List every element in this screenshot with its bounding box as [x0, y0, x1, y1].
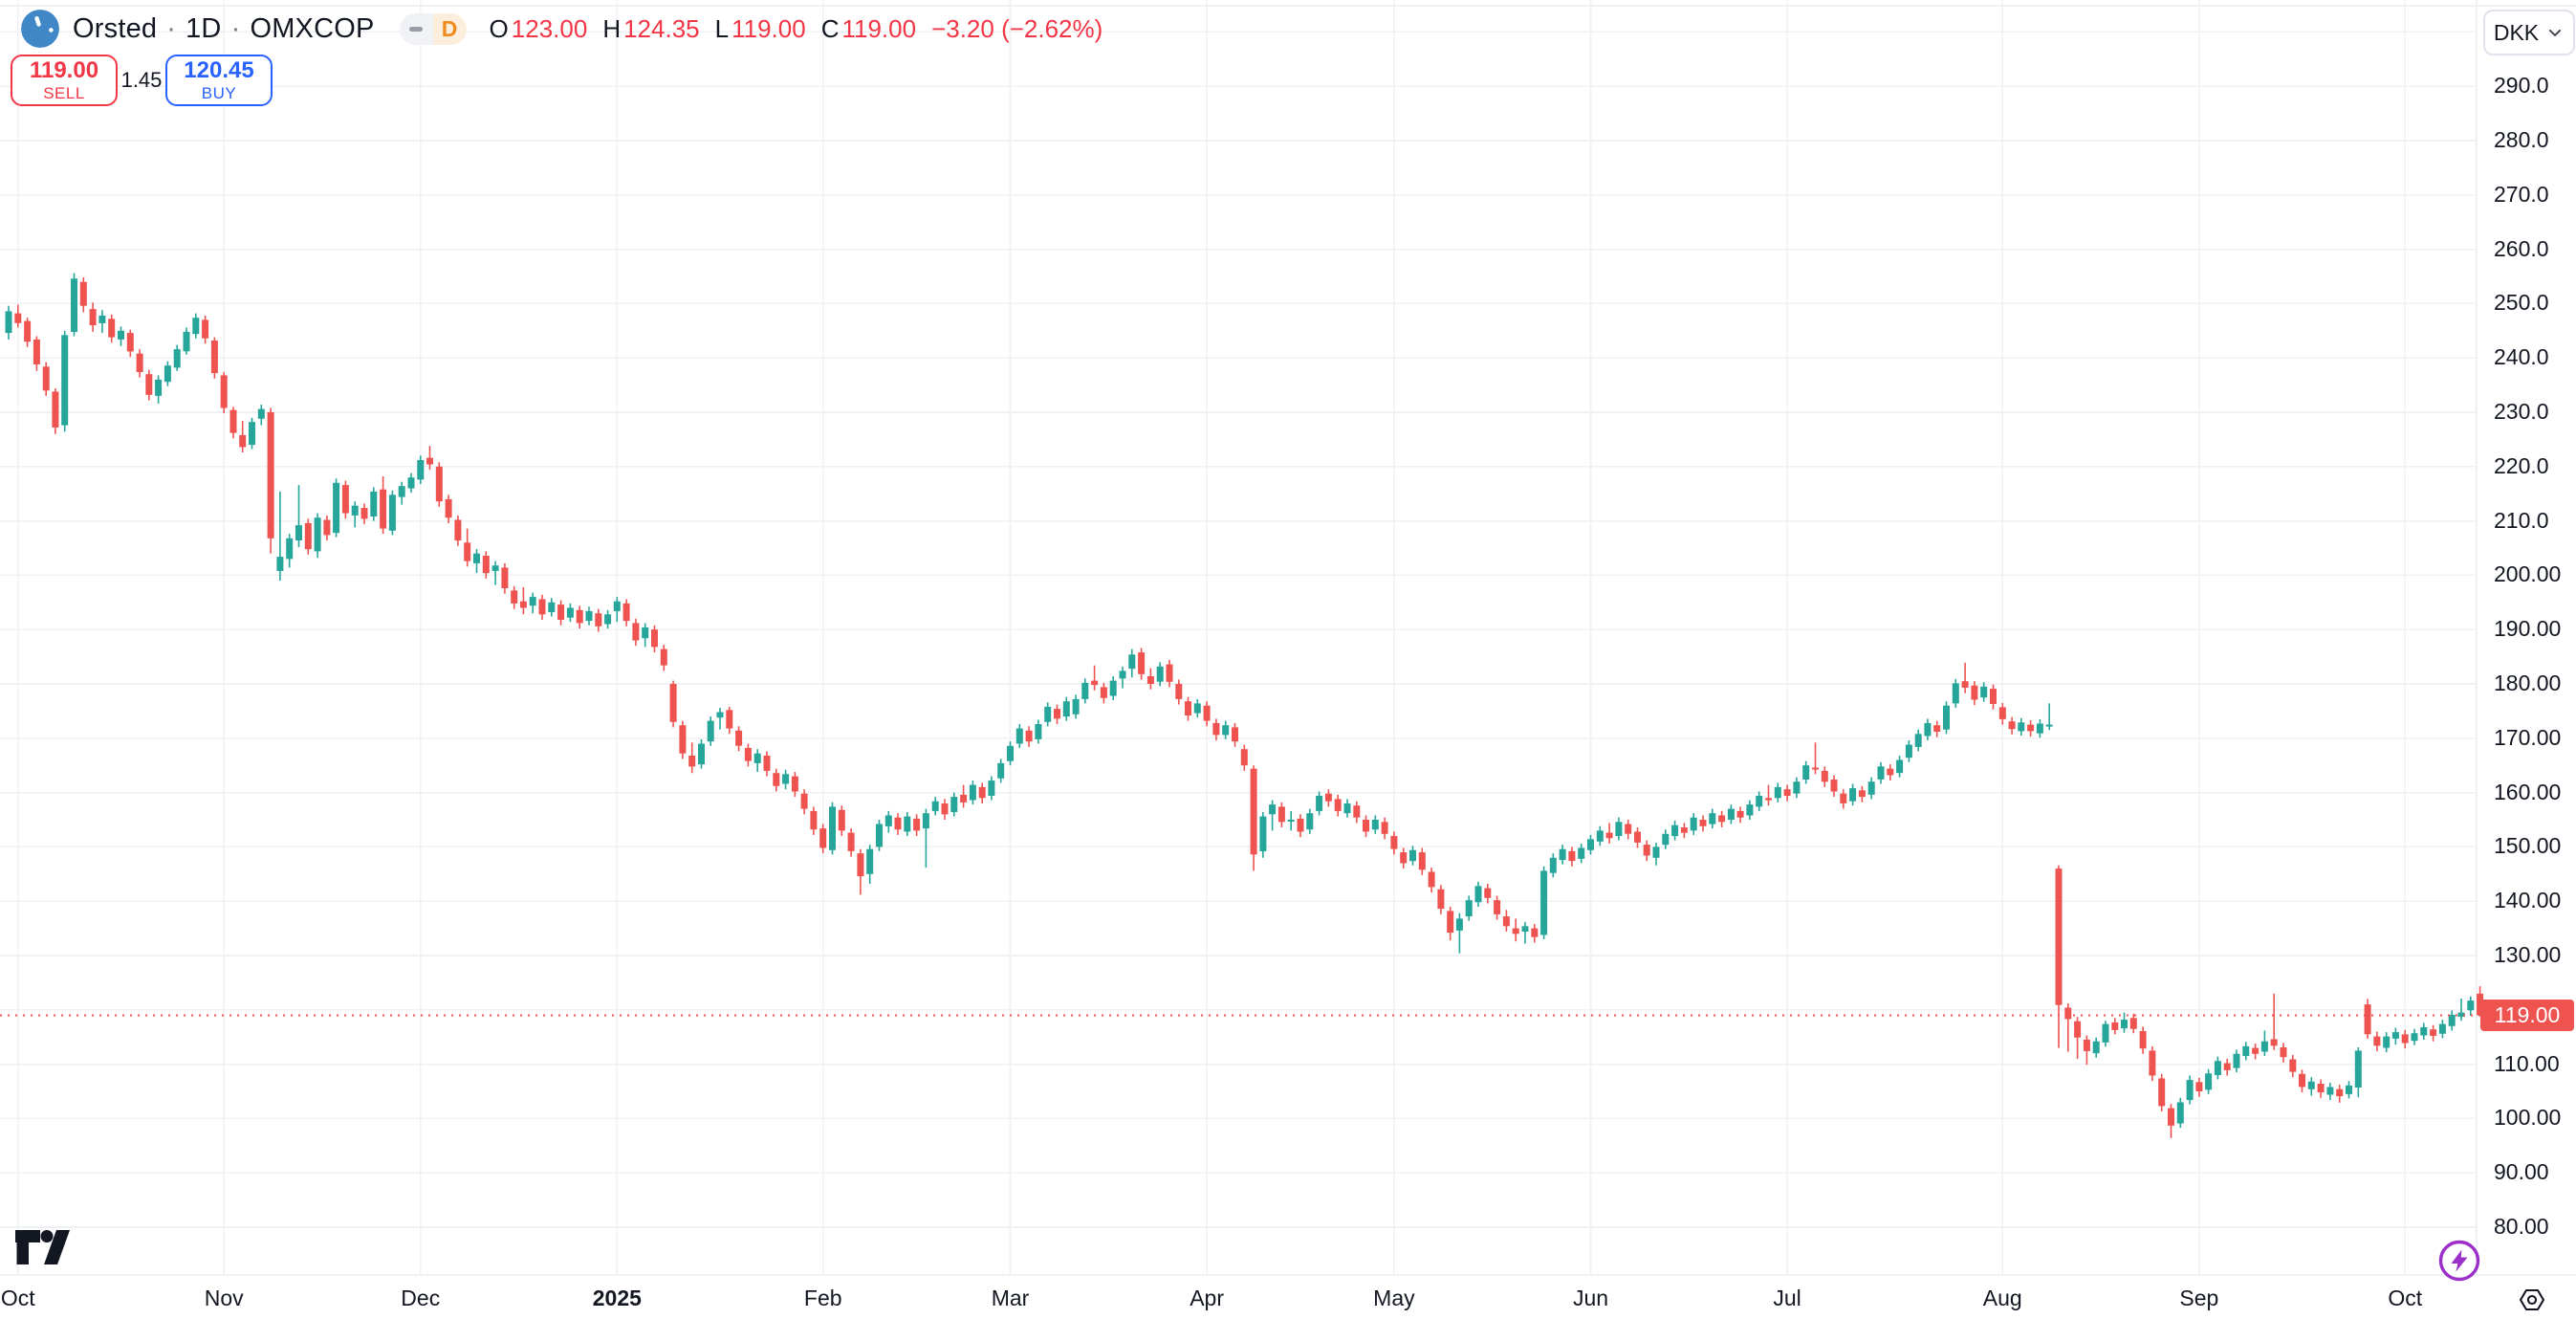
- time-axis-label: Mar: [991, 1286, 1030, 1310]
- buy-price: 120.45: [184, 57, 254, 84]
- price-axis-label: 290.0: [2494, 73, 2549, 99]
- price-axis-label: 220.0: [2494, 452, 2549, 478]
- time-axis-label: Apr: [1190, 1286, 1224, 1310]
- low-label: L: [714, 13, 730, 43]
- price-axis-label: 210.0: [2494, 507, 2549, 533]
- price-axis-label: 90.00: [2494, 1159, 2549, 1185]
- close-label: C: [820, 13, 840, 43]
- time-axis-label: 2025: [592, 1286, 642, 1310]
- price-axis-label: 270.0: [2494, 181, 2549, 207]
- candles: [5, 273, 2484, 1138]
- chart-style-segment[interactable]: [399, 12, 433, 45]
- price-axis-label: 160.00: [2494, 779, 2562, 804]
- price-axis-label: 110.00: [2494, 1050, 2560, 1076]
- price-axis-label: 150.00: [2494, 833, 2562, 859]
- time-axis-label: May: [1373, 1286, 1415, 1310]
- time-axis[interactable]: Oct Nov Dec 2025 Feb Mar Apr May Jun Jul Aug Sep Oct: [0, 1275, 2576, 1319]
- high-label: H: [602, 13, 622, 43]
- lightning-icon[interactable]: [2437, 1239, 2481, 1283]
- time-axis-label: Nov: [204, 1286, 244, 1310]
- price-axis-label: 200.00: [2494, 561, 2562, 587]
- price-axis-label: 250.0: [2494, 290, 2549, 316]
- price-axis-label: 230.0: [2494, 399, 2549, 424]
- interval-badge[interactable]: D: [432, 12, 467, 45]
- price-axis-label: 180.00: [2494, 670, 2562, 695]
- time-axis-label: Oct: [2388, 1286, 2423, 1310]
- currency-button[interactable]: DKK: [2483, 10, 2575, 55]
- price-axis[interactable]: 119.00 290.0 280.0 270.0 260.0 250.0 240.0 230…: [2477, 0, 2576, 1319]
- symbol-title[interactable]: Orsted · 1D · OMXCOP: [73, 13, 375, 45]
- last-price-tag: 119.00: [2480, 999, 2574, 1031]
- low-value: 119.00: [731, 13, 806, 43]
- price-axis-label: 80.00: [2494, 1214, 2549, 1239]
- buy-label: BUY: [201, 83, 237, 102]
- change-value: −3.20 (−2.62%): [931, 13, 1103, 43]
- sell-price: 119.00: [29, 57, 99, 84]
- currency-label: DKK: [2493, 19, 2540, 45]
- open-label: O: [489, 13, 509, 43]
- time-axis-label: Dec: [401, 1286, 441, 1310]
- spread-value: 1.45: [120, 68, 163, 92]
- price-axis-label: 280.0: [2494, 127, 2549, 152]
- chevron-down-icon: [2549, 29, 2562, 37]
- symbol-interval: 1D: [186, 12, 222, 44]
- price-axis-label: 190.00: [2494, 616, 2562, 642]
- dash-icon: [409, 26, 424, 32]
- sell-button[interactable]: 119.00 SELL: [11, 55, 118, 106]
- symbol-name: Orsted: [73, 12, 158, 44]
- ohlc-readout: O 123.00 H 124.35 L 119.00 C 119.00 −3.20 (−…: [490, 14, 1103, 44]
- price-axis-label: 170.00: [2494, 724, 2562, 750]
- gear-icon[interactable]: [2518, 1287, 2546, 1312]
- price-axis-label: 140.00: [2494, 888, 2562, 913]
- title-separator: ·: [166, 12, 177, 44]
- price-axis-label: 260.0: [2494, 235, 2549, 261]
- orsted-logo: [21, 10, 59, 48]
- tradingview-logo[interactable]: [15, 1230, 71, 1264]
- trade-panel: 119.00 SELL 1.45 120.45 BUY: [11, 55, 273, 106]
- price-axis-label: 240.0: [2494, 344, 2549, 370]
- buy-button[interactable]: 120.45 BUY: [165, 55, 273, 106]
- chart-legend: Orsted · 1D · OMXCOP D O 123.00 H 124.35 L…: [21, 10, 1102, 48]
- price-axis-label: 130.00: [2494, 942, 2562, 967]
- interval-selector[interactable]: D: [399, 12, 467, 45]
- sell-label: SELL: [43, 83, 85, 102]
- time-axis-label: Oct: [0, 1286, 35, 1310]
- time-axis-label: Sep: [2179, 1286, 2219, 1310]
- price-axis-label: 100.00: [2494, 1105, 2562, 1131]
- title-separator: ·: [230, 12, 241, 44]
- open-value: 123.00: [511, 13, 588, 43]
- time-axis-label: Jun: [1572, 1286, 1609, 1310]
- symbol-exchange: OMXCOP: [250, 12, 375, 44]
- close-value: 119.00: [841, 13, 917, 43]
- time-axis-label: Jul: [1773, 1286, 1801, 1310]
- high-value: 124.35: [623, 13, 700, 43]
- time-axis-label: Aug: [1982, 1286, 2022, 1310]
- time-axis-label: Feb: [803, 1286, 842, 1310]
